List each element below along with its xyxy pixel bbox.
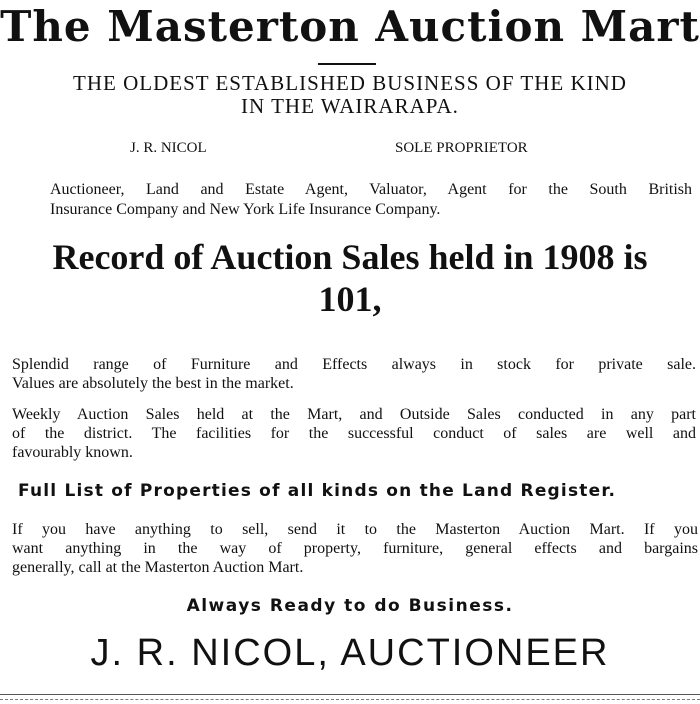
text-line: favourably known. [12,444,133,461]
text-line: Values are absolutely the best in the ma… [12,375,294,392]
bottom-rule [0,694,700,700]
services: Auctioneer, Land and Estate Agent, Valua… [50,180,692,220]
text-line: generally, call at the Masterton Auction… [12,559,304,576]
text-line: Auctioneer, Land and Estate Agent, Valua… [50,181,692,198]
subtitle: THE OLDEST ESTABLISHED BUSINESS OF THE K… [0,72,700,118]
text-line: If you have anything to sell, send it to… [12,521,698,538]
text-line: Weekly Auction Sales held at the Mart, a… [12,406,696,423]
offer: If you have anything to sell, send it to… [12,520,698,577]
text-line: IN THE WAIRARAPA. [241,94,459,118]
title: The Masterton Auction Mart [0,2,700,51]
proprietor-name: J. R. NICOL [130,140,207,156]
text-line: 101, [318,279,382,319]
text-line: Insurance Company and New York Life Insu… [50,201,441,218]
text-line: Splendid range of Furniture and Effects … [12,356,696,373]
text-line: THE OLDEST ESTABLISHED BUSINESS OF THE K… [73,71,627,95]
text-line: want anything in the way of property, fu… [12,540,698,557]
properties: Full List of Properties of all kinds on … [18,481,617,501]
signature: J. R. NICOL, AUCTIONEER [90,632,610,674]
slogan: Always Ready to do Business. [186,596,514,616]
rule [318,63,376,65]
text-line: of the district. The facilities for the … [12,425,696,442]
paragraph: Splendid range of Furniture and Effects … [12,355,696,393]
record: Record of Auction Sales held in 1908 is 1… [0,236,700,320]
proprietor-role: SOLE PROPRIETOR [395,140,528,156]
text-line: Record of Auction Sales held in 1908 is [52,237,648,277]
paragraph: Weekly Auction Sales held at the Mart, a… [12,405,696,462]
